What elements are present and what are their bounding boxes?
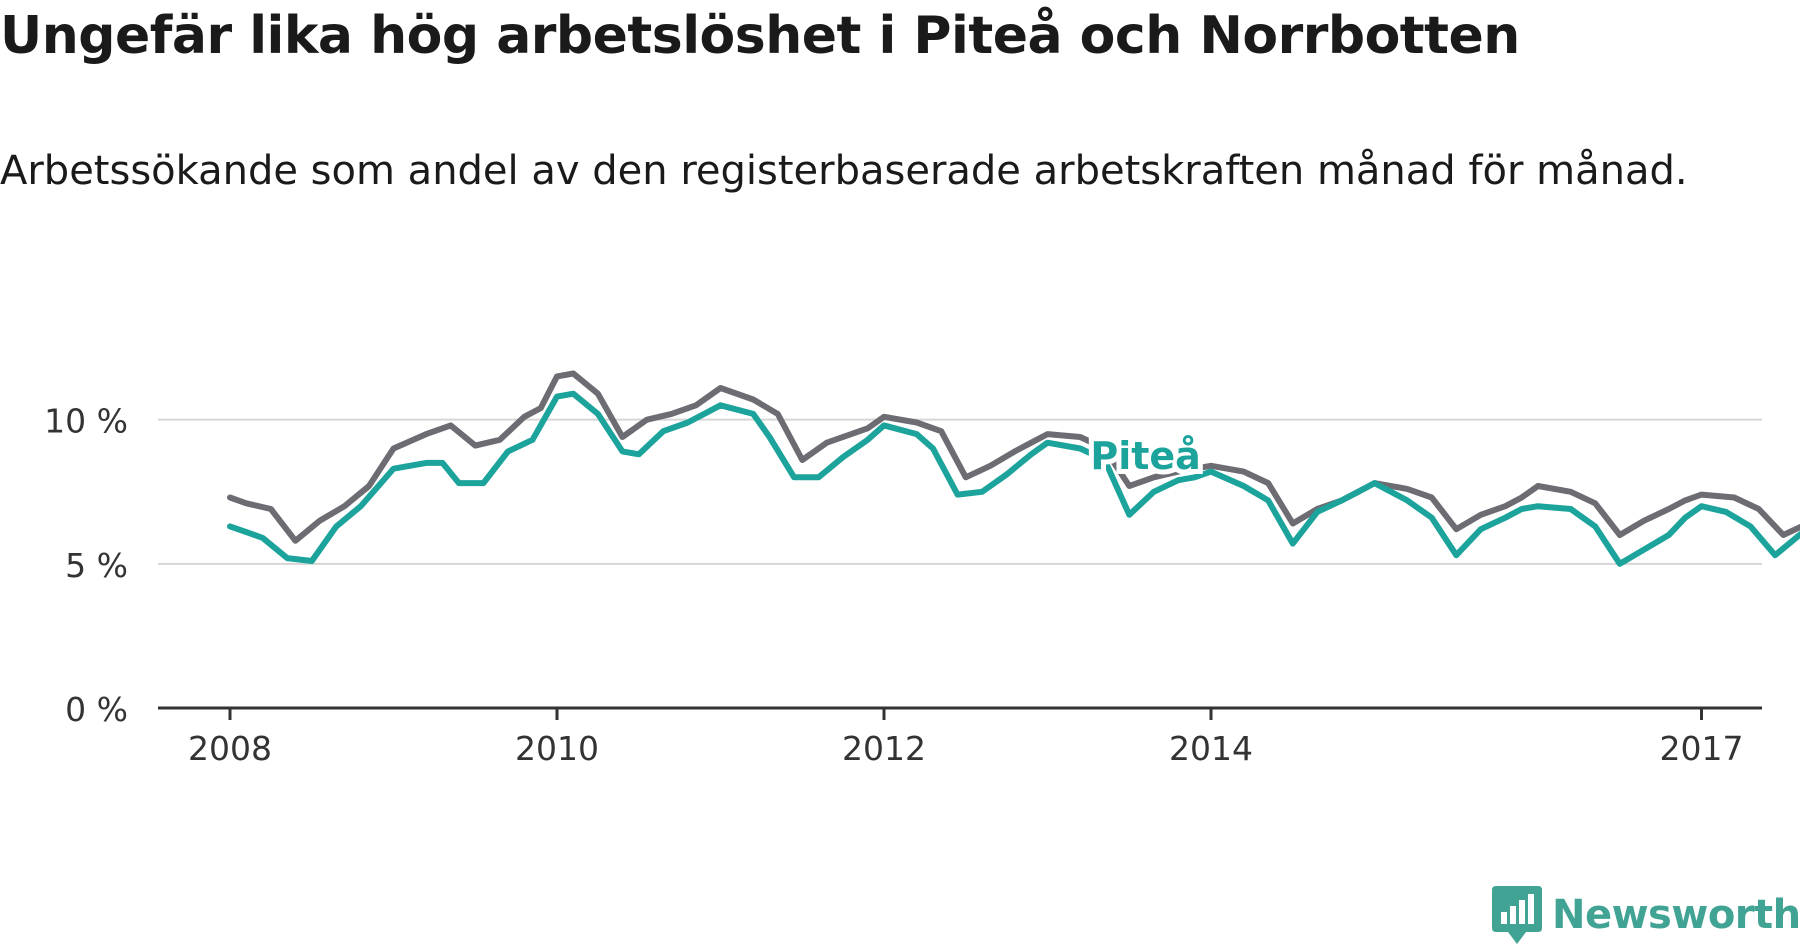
chart-subtitle: Arbetssökande som andel av den registerb… — [0, 148, 1688, 194]
y-tick-label: 0 % — [65, 690, 128, 729]
x-tick-label: 2014 — [1169, 729, 1253, 768]
series-lines — [227, 370, 1800, 567]
x-tick-label: 2010 — [515, 729, 599, 768]
gridlines — [158, 418, 1762, 565]
newsworthy-logo-text: Newsworthy — [1552, 892, 1800, 938]
chart-title: Ungefär lika hög arbetslöshet i Piteå oc… — [0, 6, 1520, 66]
y-tick-label: 5 % — [65, 546, 128, 585]
x-tick-label: 2008 — [188, 729, 272, 768]
x-tick-label: 2017 — [1660, 729, 1744, 768]
series-line-norrbotten — [227, 370, 1800, 544]
x-tick-label: 2012 — [842, 729, 926, 768]
series-line-pite- — [227, 390, 1800, 567]
axes: 0 %5 %10 %200820102012201420172019202120… — [44, 402, 1762, 768]
y-tick-label: 10 % — [44, 402, 128, 441]
annotations: NorrbottenPiteå3,8 %3,7 % — [1085, 429, 1205, 483]
newsworthy-logo: Newsworthy — [1492, 886, 1800, 944]
series-label-pitea: Piteå — [1090, 434, 1200, 478]
newsworthy-logo-icon — [1492, 886, 1542, 944]
